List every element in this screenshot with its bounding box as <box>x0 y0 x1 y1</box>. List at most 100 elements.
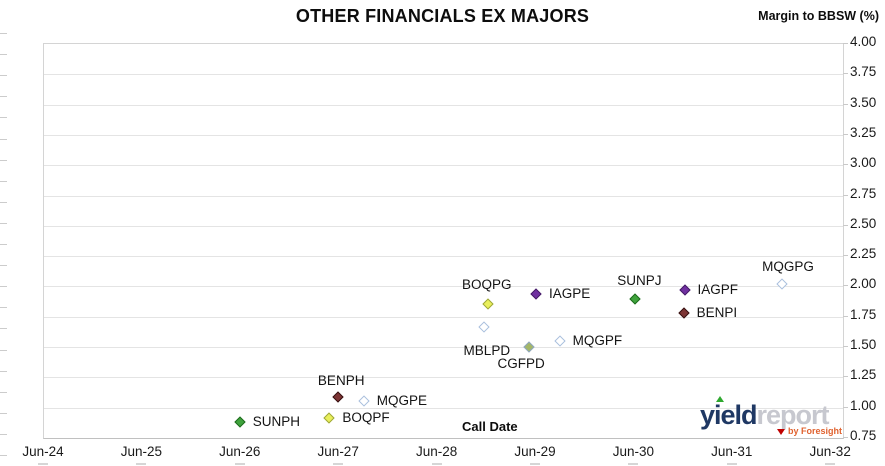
y-axis-tick-label: 3.75 <box>850 64 877 80</box>
left-edge-tick-mark <box>0 201 7 203</box>
logo-green-triangle-icon <box>716 396 724 402</box>
y-axis-tick-mark <box>843 285 848 287</box>
left-edge-tick-mark <box>0 96 7 98</box>
y-axis-tick-label: 2.00 <box>850 276 877 292</box>
left-edge-tick-mark <box>0 117 7 119</box>
x-axis-title: Call Date <box>462 419 518 434</box>
gridline <box>44 286 843 288</box>
x-axis-tick-mark <box>431 463 442 465</box>
left-edge-tick-mark <box>0 33 7 34</box>
x-axis-tick-mark <box>333 463 344 465</box>
y-axis-tick-mark <box>843 133 848 135</box>
left-edge-tick-mark <box>0 455 7 456</box>
y-axis-tick-mark <box>843 346 848 348</box>
y-axis-tick-mark <box>843 164 848 166</box>
left-edge-tick-mark <box>0 180 7 182</box>
logo-byline: by Foresight <box>776 426 842 436</box>
chart-point-label-IAGPF: IAGPF <box>697 282 739 298</box>
x-axis-tick-mark <box>234 463 245 465</box>
gridline <box>44 134 843 136</box>
chart-point-label-BOQPF: BOQPF <box>342 409 390 425</box>
yieldreport-logo: yieldreport by Foresight <box>700 396 842 437</box>
logo-red-triangle-icon <box>776 428 785 435</box>
y-axis-tick-mark <box>843 255 848 257</box>
y-axis-tick-label: 3.00 <box>850 155 877 171</box>
y-axis-tick-mark <box>843 194 848 196</box>
chart-point-label-MBLPD: MBLPD <box>463 342 511 358</box>
gridline <box>44 74 843 76</box>
left-edge-tick-mark <box>0 391 7 393</box>
gridline <box>44 347 843 349</box>
chart-point-label-SUNPJ: SUNPJ <box>617 272 662 288</box>
gridline <box>44 316 843 318</box>
x-axis-tick-label: Jun-26 <box>219 444 261 459</box>
x-axis-tick-mark <box>726 463 737 465</box>
chart-point-label-BOQPG: BOQPG <box>461 276 512 292</box>
left-edge-tick-mark <box>0 138 7 140</box>
chart-point-label-MQGPE: MQGPE <box>376 392 428 408</box>
left-edge-tick-mark <box>0 370 7 372</box>
x-axis-tick-mark <box>825 463 836 465</box>
left-edge-tick-mark <box>0 244 7 245</box>
chart-point-label-SUNPH: SUNPH <box>252 414 301 430</box>
logo-byline-text: by Foresight <box>787 426 842 436</box>
y-axis-tick-label: 2.25 <box>850 246 877 262</box>
left-edge-tick-mark <box>0 433 7 435</box>
gridline <box>44 407 843 409</box>
y-axis-title: Margin to BBSW (%) <box>758 9 879 23</box>
logo-text: yieldreport <box>700 401 842 429</box>
left-edge-tick-mark <box>0 222 7 224</box>
y-axis-tick-mark <box>843 43 848 44</box>
y-axis-tick-mark <box>843 103 848 105</box>
y-axis-tick-mark <box>843 376 848 378</box>
left-edge-tick-mark <box>0 286 7 288</box>
chart-point-label-BENPH: BENPH <box>317 372 365 388</box>
left-edge-tick-mark <box>0 412 7 414</box>
y-axis-tick-label: 2.50 <box>850 215 877 231</box>
y-axis-tick-mark <box>843 315 848 317</box>
chart-point-label-MQGPF: MQGPF <box>572 333 623 349</box>
left-edge-tick-mark <box>0 349 7 351</box>
x-axis-tick-label: Jun-32 <box>809 444 851 459</box>
chart-point-label-MQGPG: MQGPG <box>762 259 814 275</box>
x-axis-tick-mark <box>529 463 540 465</box>
x-axis-tick-label: Jun-24 <box>22 444 64 459</box>
gridline <box>44 256 843 258</box>
plot-area <box>43 43 844 439</box>
y-axis-tick-label: 2.75 <box>850 185 877 201</box>
y-axis-tick-label: 3.50 <box>850 94 877 110</box>
y-axis-tick-label: 1.25 <box>850 367 877 383</box>
y-axis-tick-label: 1.00 <box>850 397 877 413</box>
x-axis-tick-label: Jun-27 <box>317 444 359 459</box>
left-edge-tick-mark <box>0 54 7 56</box>
gridline <box>44 225 843 227</box>
y-axis-tick-label: 3.25 <box>850 124 877 140</box>
x-axis-tick-mark <box>628 463 639 465</box>
chart-point-label-CGFPD: CGFPD <box>497 356 545 372</box>
left-edge-tick-mark <box>0 75 7 77</box>
y-axis-tick-mark <box>843 437 848 438</box>
y-axis-tick-label: 0.75 <box>850 428 877 443</box>
y-axis-tick-label: 1.50 <box>850 337 877 353</box>
y-axis-tick-label: 1.75 <box>850 306 877 322</box>
logo-report: report <box>756 400 830 430</box>
y-axis-tick-mark <box>843 406 848 408</box>
x-axis-tick-label: Jun-29 <box>514 444 556 459</box>
left-edge-tick-mark <box>0 265 7 267</box>
gridline <box>44 104 843 106</box>
x-axis-tick-label: Jun-30 <box>612 444 655 459</box>
chart-point-label-BENPI: BENPI <box>696 305 738 321</box>
left-edge-tick-mark <box>0 159 7 161</box>
logo-yield: yield <box>700 400 758 430</box>
gridline <box>44 377 843 379</box>
chart-point-label-IAGPE: IAGPE <box>548 285 591 301</box>
x-axis-tick-label: Jun-25 <box>120 444 163 459</box>
left-edge-tick-mark <box>0 328 7 330</box>
y-axis-tick-label: 4.00 <box>850 34 877 49</box>
x-axis-tick-mark <box>136 463 147 465</box>
gridline <box>44 165 843 167</box>
x-axis-tick-label: Jun-31 <box>711 444 753 459</box>
x-axis-tick-mark <box>38 463 48 465</box>
y-axis-tick-mark <box>843 73 848 75</box>
